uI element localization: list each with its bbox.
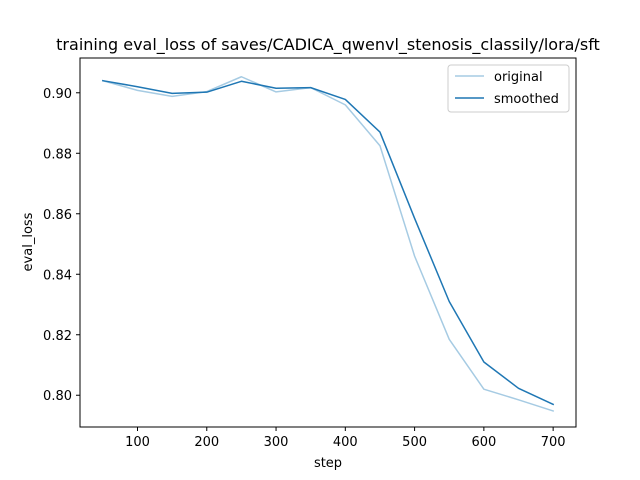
series-line-original (101, 76, 555, 412)
legend-label-smoothed: smoothed (494, 92, 559, 107)
plot-lines (101, 76, 555, 412)
axes-frame (79, 57, 577, 428)
x-tick-label: 400 (333, 435, 358, 450)
legend: original smoothed (447, 64, 570, 113)
x-axis-label: step (314, 456, 342, 471)
y-tick-label: 0.80 (43, 389, 72, 404)
y-tick-label: 0.82 (43, 329, 72, 344)
chart-title: training eval_loss of saves/CADICA_qwenv… (56, 35, 600, 55)
x-tick-label: 200 (194, 435, 219, 450)
x-tick-label: 500 (402, 435, 427, 450)
legend-label-original: original (494, 70, 543, 85)
x-tick-label: 100 (125, 435, 150, 450)
y-axis-label: eval_loss (21, 212, 36, 271)
y-tick-label: 0.88 (43, 147, 72, 162)
x-tick-label: 300 (264, 435, 289, 450)
x-tick-label: 600 (471, 435, 496, 450)
y-tick-label: 0.90 (43, 87, 72, 102)
x-tick-label: 700 (541, 435, 566, 450)
ticks: 100 200 300 400 500 600 700 0.80 0.82 0.84 0.86 0.8… (43, 87, 566, 450)
y-tick-label: 0.86 (43, 208, 72, 223)
series-line-smoothed (101, 79, 555, 406)
y-tick-label: 0.84 (43, 268, 72, 283)
